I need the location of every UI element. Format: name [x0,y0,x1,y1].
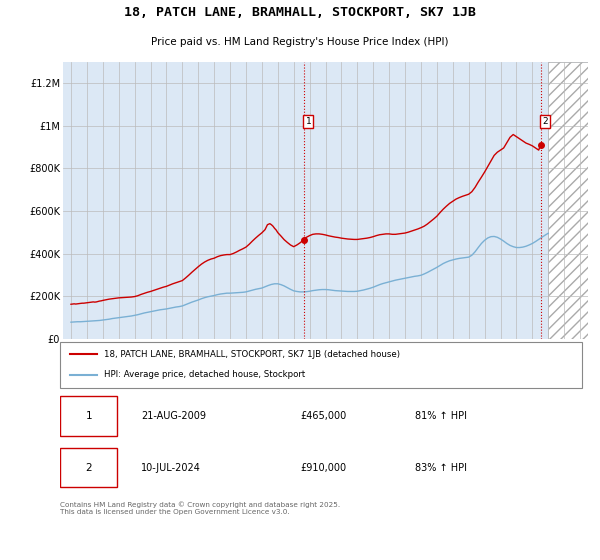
Text: Contains HM Land Registry data © Crown copyright and database right 2025.
This d: Contains HM Land Registry data © Crown c… [60,501,340,515]
Text: Price paid vs. HM Land Registry's House Price Index (HPI): Price paid vs. HM Land Registry's House … [151,38,449,48]
Text: 1: 1 [305,117,311,126]
Text: 21-AUG-2009: 21-AUG-2009 [141,411,206,421]
Text: 18, PATCH LANE, BRAMHALL, STOCKPORT, SK7 1JB: 18, PATCH LANE, BRAMHALL, STOCKPORT, SK7… [124,6,476,20]
Text: 2: 2 [542,117,548,126]
FancyBboxPatch shape [60,396,118,436]
Text: £465,000: £465,000 [300,411,346,421]
Text: 2: 2 [85,463,92,473]
Text: 81% ↑ HPI: 81% ↑ HPI [415,411,467,421]
Text: 10-JUL-2024: 10-JUL-2024 [141,463,201,473]
FancyBboxPatch shape [60,342,582,388]
Text: 1: 1 [85,411,92,421]
Text: HPI: Average price, detached house, Stockport: HPI: Average price, detached house, Stoc… [104,370,305,379]
Text: £910,000: £910,000 [300,463,346,473]
FancyBboxPatch shape [60,448,118,487]
Bar [548,62,588,339]
Text: 83% ↑ HPI: 83% ↑ HPI [415,463,467,473]
Text: 18, PATCH LANE, BRAMHALL, STOCKPORT, SK7 1JB (detached house): 18, PATCH LANE, BRAMHALL, STOCKPORT, SK7… [104,350,400,359]
